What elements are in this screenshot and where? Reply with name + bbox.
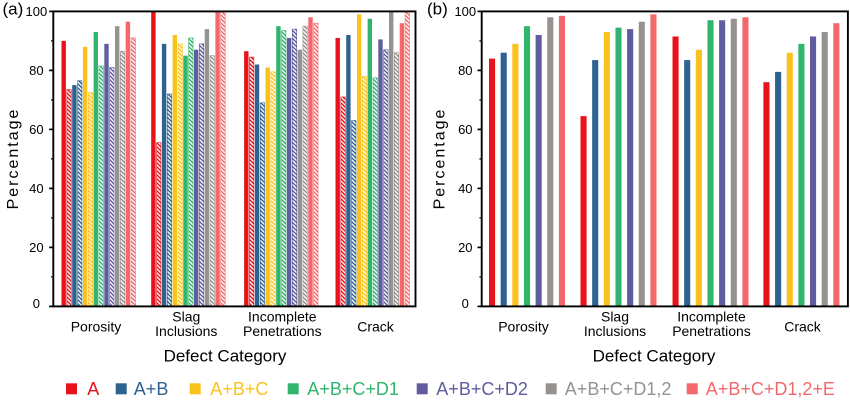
svg-text:20: 20: [29, 240, 43, 255]
svg-text:80: 80: [458, 63, 472, 78]
svg-text:Crack: Crack: [357, 319, 395, 335]
svg-text:60: 60: [458, 122, 472, 137]
svg-text:A+B+C+D1,2: A+B+C+D1,2: [565, 379, 672, 399]
svg-text:0: 0: [33, 296, 40, 311]
svg-text:Percentage: Percentage: [431, 108, 448, 210]
svg-text:60: 60: [29, 122, 43, 137]
svg-text:Porosity: Porosity: [71, 319, 122, 335]
svg-text:0: 0: [462, 296, 469, 311]
svg-text:Defect Category: Defect Category: [593, 346, 716, 365]
svg-text:Crack: Crack: [784, 319, 822, 335]
svg-text:A+B+C: A+B+C: [210, 379, 268, 399]
svg-text:Inclusions: Inclusions: [155, 323, 217, 339]
svg-text:Percentage: Percentage: [5, 108, 22, 210]
svg-text:20: 20: [458, 240, 472, 255]
svg-text:40: 40: [29, 181, 43, 196]
svg-text:A: A: [87, 379, 99, 399]
svg-text:Inclusions: Inclusions: [584, 323, 646, 339]
svg-text:Slag: Slag: [172, 309, 200, 325]
svg-text:(a): (a): [3, 0, 24, 18]
svg-text:A+B+C+D1: A+B+C+D1: [307, 379, 399, 399]
svg-text:100: 100: [26, 4, 48, 19]
svg-text:80: 80: [29, 63, 43, 78]
svg-text:A+B: A+B: [134, 379, 169, 399]
svg-text:Penetrations: Penetrations: [243, 323, 322, 339]
svg-text:Porosity: Porosity: [498, 319, 549, 335]
svg-text:Defect Category: Defect Category: [164, 346, 287, 365]
svg-text:A+B+C+D2: A+B+C+D2: [436, 379, 528, 399]
svg-text:40: 40: [458, 181, 472, 196]
svg-text:100: 100: [454, 4, 476, 19]
svg-text:Penetrations: Penetrations: [672, 323, 751, 339]
svg-text:Incomplete: Incomplete: [248, 309, 317, 325]
svg-text:(b): (b): [427, 0, 448, 18]
svg-text:Incomplete: Incomplete: [677, 309, 746, 325]
svg-text:Slag: Slag: [601, 309, 629, 325]
svg-text:A+B+C+D1,2+E: A+B+C+D1,2+E: [706, 379, 835, 399]
